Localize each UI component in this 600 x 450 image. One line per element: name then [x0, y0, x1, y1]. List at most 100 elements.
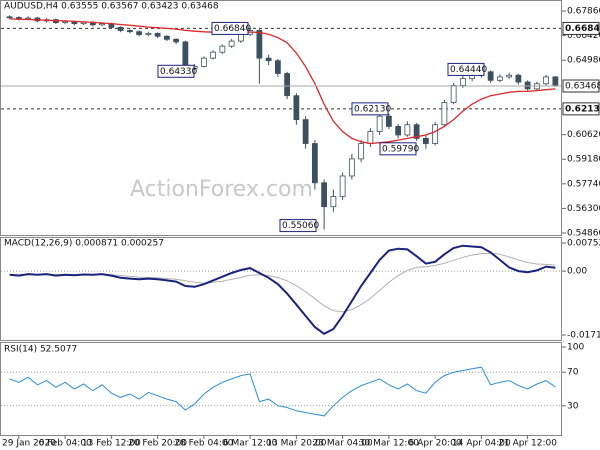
level-label: 0.66840	[565, 24, 600, 34]
x-tick-label: 29 Jan 2020	[2, 439, 56, 449]
candle-body	[413, 124, 420, 139]
candle-body	[552, 76, 559, 87]
annotation-box	[157, 64, 195, 78]
watermark: ActionForex.com	[130, 177, 313, 202]
x-tick-label: 14 Apr 04:00	[452, 439, 511, 449]
candle-body	[311, 143, 318, 184]
x-tick-label: 28 Feb 04:00	[174, 439, 233, 449]
x-tick-label: 6 Feb 04:00	[38, 439, 92, 449]
level-label-box	[562, 21, 600, 35]
last-price-label: 0.63468	[565, 82, 600, 92]
annotation-box	[211, 21, 249, 35]
candle-body	[6, 16, 13, 19]
x-tick-label: 6 Mar 12:00	[223, 439, 278, 449]
x-tick-label: 30 Mar 12:00	[359, 439, 419, 449]
y-tick-label: 30	[567, 401, 579, 411]
candle-body	[219, 45, 226, 53]
annotation-box	[351, 102, 389, 116]
candle-body	[487, 71, 494, 81]
candle-body	[367, 131, 374, 144]
candle-body	[237, 33, 244, 42]
macd-panel	[0, 237, 562, 341]
x-tick-label: 13 Mar 20:00	[266, 439, 326, 449]
annotation-label: 0.64440	[450, 65, 487, 75]
annotation-label: 0.66840	[214, 24, 251, 34]
level-label: 0.62130	[565, 104, 600, 114]
candle-body	[228, 40, 235, 47]
candle-body	[136, 31, 143, 35]
panel-title: RSI(14) 52.5077	[4, 345, 77, 355]
candle-body	[422, 137, 429, 144]
candle-body	[395, 126, 402, 136]
candle-body	[284, 73, 291, 97]
candle-body	[256, 30, 263, 59]
candle-body	[450, 85, 457, 103]
rsi-panel	[0, 342, 562, 436]
line	[9, 18, 556, 145]
level-label-box	[562, 102, 600, 116]
y-tick-label: -0.017112	[567, 331, 600, 341]
candle-body	[265, 57, 272, 62]
x-tick-label: 13 Feb 12:00	[82, 439, 141, 449]
candle-body	[210, 51, 217, 59]
y-tick-label: 70	[567, 368, 579, 378]
candle-body	[506, 74, 513, 78]
last-price-box	[562, 79, 600, 93]
main-panel	[0, 0, 562, 236]
candle-body	[145, 32, 152, 35]
line	[9, 252, 556, 313]
line	[9, 366, 556, 417]
candle-body	[302, 119, 309, 144]
candle-body	[524, 81, 531, 90]
panel-title: AUDUSD,H4 0.63555 0.63567 0.63423 0.6346…	[4, 2, 219, 12]
annotation-box	[379, 142, 417, 156]
y-tick-label: 0.00	[567, 267, 587, 277]
line	[9, 244, 556, 335]
candle-body	[515, 74, 522, 83]
y-tick-label: 100	[567, 343, 584, 353]
candle-body	[163, 35, 170, 40]
candle-body	[432, 124, 439, 144]
annotation-label: 0.64330	[160, 67, 197, 77]
x-tick-label: 23 Mar 04:00	[313, 439, 373, 449]
candle-body	[330, 196, 337, 208]
candle-body	[348, 158, 355, 177]
candle-body	[274, 60, 281, 74]
candle-body	[543, 76, 550, 85]
candle-body	[385, 115, 392, 127]
candle-body	[293, 95, 300, 121]
candle-body	[321, 182, 328, 208]
candle-body	[339, 175, 346, 197]
annotation-box	[279, 219, 317, 233]
annotation-label: 0.55060	[282, 221, 319, 231]
candle-body	[496, 76, 503, 81]
candle-body	[459, 78, 466, 86]
candle-body	[154, 32, 161, 37]
candle-body	[99, 23, 106, 26]
x-tick-label: 20 Feb 20:00	[128, 439, 187, 449]
candle-body	[441, 102, 448, 126]
annotation-label: 0.59790	[382, 144, 419, 154]
candle-body	[173, 38, 180, 43]
x-tick-label: 6 Apr 20:00	[409, 439, 462, 449]
candle-body	[117, 26, 124, 31]
candle-body	[358, 143, 365, 160]
annotation-box	[447, 62, 485, 76]
candle-body	[126, 30, 133, 33]
candle-body	[404, 124, 411, 136]
candle-body	[200, 57, 207, 67]
candle-body	[376, 115, 383, 132]
annotation-label: 0.62130	[354, 104, 391, 114]
candle-body	[182, 41, 189, 69]
x-tick-label: 21 Apr 12:00	[498, 439, 557, 449]
y-tick-label: 0.007526	[567, 239, 600, 249]
